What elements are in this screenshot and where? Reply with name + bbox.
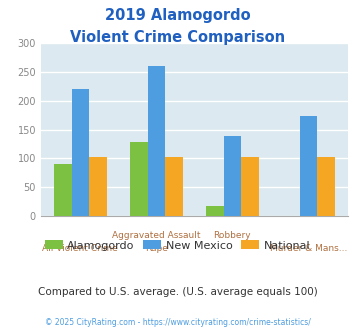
Text: All Violent Crime: All Violent Crime [43, 244, 118, 253]
Text: Compared to U.S. average. (U.S. average equals 100): Compared to U.S. average. (U.S. average … [38, 287, 317, 297]
Bar [224, 137, 241, 216]
Text: Aggravated Assault: Aggravated Assault [112, 231, 201, 240]
Bar [54, 164, 72, 216]
Bar [300, 115, 317, 216]
Legend: Alamogordo, New Mexico, National: Alamogordo, New Mexico, National [40, 236, 315, 255]
Text: © 2025 CityRating.com - https://www.cityrating.com/crime-statistics/: © 2025 CityRating.com - https://www.city… [45, 318, 310, 327]
Bar [148, 66, 165, 216]
Bar [317, 157, 335, 216]
Text: Robbery: Robbery [214, 231, 251, 240]
Bar [72, 89, 89, 216]
Text: Rape: Rape [145, 244, 168, 253]
Bar [89, 157, 106, 216]
Text: Murder & Mans...: Murder & Mans... [270, 244, 347, 253]
Text: 2019 Alamogordo: 2019 Alamogordo [105, 8, 250, 23]
Text: Violent Crime Comparison: Violent Crime Comparison [70, 30, 285, 45]
Bar [241, 157, 258, 216]
Bar [206, 206, 224, 216]
Bar [130, 142, 148, 216]
Bar [165, 157, 182, 216]
